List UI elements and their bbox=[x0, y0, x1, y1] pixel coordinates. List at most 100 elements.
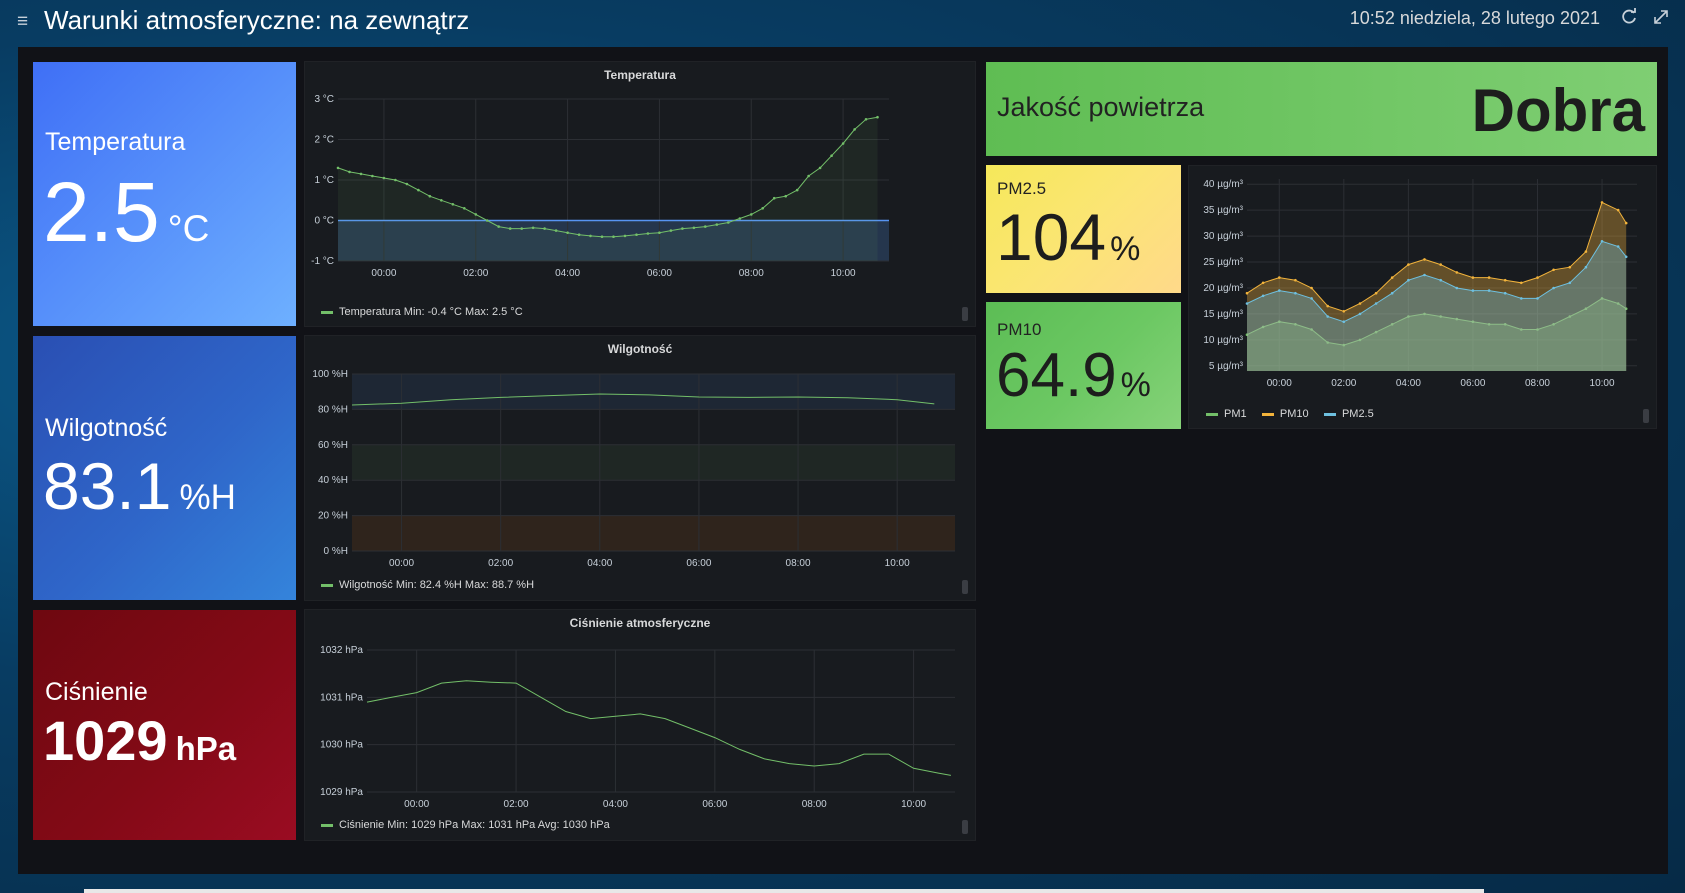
y-tick-label: 25 µg/m³ bbox=[1203, 257, 1243, 268]
data-point bbox=[428, 194, 432, 198]
data-point bbox=[405, 182, 409, 186]
data-point bbox=[704, 225, 707, 228]
y-tick-label: 1 °C bbox=[314, 175, 334, 186]
temperature-chart-panel[interactable]: Temperatura 3 °C 2 °C 1 °C 0 °C -1 °C 00:00 02… bbox=[304, 61, 976, 327]
pressure-chart-title: Ciśnienie atmosferyczne bbox=[569, 616, 711, 630]
legend-scrollbar[interactable] bbox=[962, 307, 968, 321]
data-point bbox=[1487, 323, 1491, 326]
pressure-chart-panel[interactable]: Ciśnienie atmosferyczne 1032 hPa 1031 hPa… bbox=[304, 609, 976, 841]
data-point bbox=[1624, 255, 1628, 259]
y-tick-label: 1030 hPa bbox=[320, 740, 363, 751]
data-point bbox=[1390, 276, 1394, 279]
x-tick-label: 06:00 bbox=[647, 268, 672, 279]
data-point bbox=[1600, 201, 1604, 204]
pressure-legend-text: Ciśnienie Min: 1029 hPa Max: 1031 hPa Av… bbox=[339, 819, 610, 831]
data-point bbox=[1294, 291, 1297, 295]
y-tick-label: 1032 hPa bbox=[320, 645, 363, 656]
legend-swatch bbox=[321, 823, 333, 827]
data-point bbox=[658, 231, 661, 234]
data-point bbox=[864, 118, 868, 121]
data-point bbox=[1552, 286, 1555, 290]
data-point bbox=[1616, 245, 1620, 248]
data-point bbox=[876, 115, 879, 119]
legend-scrollbar[interactable] bbox=[1643, 409, 1649, 423]
air-quality-value: Dobra bbox=[1471, 77, 1645, 144]
data-point bbox=[1374, 330, 1378, 334]
pm25-unit: % bbox=[1110, 230, 1141, 268]
data-point bbox=[1294, 278, 1297, 282]
temperature-stat-panel[interactable]: Temperatura 2.5 °C bbox=[33, 62, 296, 326]
x-tick-label: 02:00 bbox=[1331, 378, 1356, 389]
bottom-strip bbox=[84, 889, 1484, 893]
data-point bbox=[1374, 291, 1378, 295]
refresh-icon[interactable] bbox=[1620, 8, 1638, 31]
data-point bbox=[1568, 265, 1572, 269]
data-point bbox=[1552, 268, 1555, 272]
pm25-label: PM2.5 bbox=[997, 179, 1047, 198]
pressure-stat-panel[interactable]: Ciśnienie 1029 hPa bbox=[33, 610, 296, 840]
legend-scrollbar[interactable] bbox=[962, 820, 968, 834]
pm10-stat-panel[interactable]: PM10 64.9% bbox=[986, 302, 1181, 429]
x-tick-label: 04:00 bbox=[603, 799, 628, 810]
data-point bbox=[1278, 320, 1281, 323]
pm10-label: PM10 bbox=[997, 320, 1042, 339]
data-point bbox=[1624, 307, 1628, 310]
x-tick-label: 00:00 bbox=[389, 558, 414, 569]
data-point bbox=[1423, 258, 1426, 261]
data-point bbox=[830, 154, 833, 157]
humidity-chart-panel[interactable]: Wilgotność 100 %H 80 %H 60 %H 40 %H 20 %H 0 %… bbox=[304, 335, 976, 601]
series-area bbox=[338, 117, 878, 261]
x-tick-label: 00:00 bbox=[404, 799, 429, 810]
x-tick-label: 04:00 bbox=[587, 558, 612, 569]
data-point bbox=[1261, 281, 1265, 285]
y-tick-label: 10 µg/m³ bbox=[1203, 335, 1243, 346]
data-point bbox=[1358, 302, 1362, 305]
humidity-stat-panel[interactable]: Wilgotność 83.1 %H bbox=[33, 336, 296, 600]
temperature-chart: 3 °C 2 °C 1 °C 0 °C -1 °C 00:00 02:00 04:00 06:0… bbox=[311, 94, 889, 279]
data-point bbox=[485, 219, 489, 222]
x-tick-label: 08:00 bbox=[1525, 378, 1550, 389]
x-tick-label: 10:00 bbox=[831, 268, 856, 279]
threshold-band bbox=[352, 515, 955, 551]
data-point bbox=[1358, 338, 1362, 342]
temperature-stat-label: Temperatura bbox=[45, 128, 186, 156]
y-tick-label: 2 °C bbox=[314, 135, 334, 146]
pm-chart-legend[interactable]: PM1 PM10 PM2.5 bbox=[1206, 408, 1374, 420]
data-point bbox=[1584, 307, 1588, 310]
y-tick-label: 20 %H bbox=[318, 511, 348, 522]
data-point bbox=[1536, 276, 1539, 279]
humidity-chart-legend[interactable]: Wilgotność Min: 82.4 %H Max: 88.7 %H bbox=[321, 579, 534, 591]
x-tick-label: 10:00 bbox=[1590, 378, 1615, 389]
y-tick-label: 80 %H bbox=[318, 404, 348, 415]
data-point bbox=[543, 227, 546, 230]
data-point bbox=[1503, 278, 1507, 282]
pm-chart-panel[interactable]: 40 µg/m³ 35 µg/m³ 30 µg/m³ 25 µg/m³ 20 µg/m³… bbox=[1188, 165, 1657, 429]
y-tick-label: 20 µg/m³ bbox=[1203, 283, 1243, 294]
fullscreen-icon[interactable] bbox=[1652, 8, 1670, 31]
pressure-chart-legend[interactable]: Ciśnienie Min: 1029 hPa Max: 1031 hPa Av… bbox=[321, 819, 610, 831]
hamburger-menu-icon[interactable]: ≡ bbox=[17, 11, 29, 32]
pm-chart: 40 µg/m³ 35 µg/m³ 30 µg/m³ 25 µg/m³ 20 µg/m³… bbox=[1203, 179, 1637, 389]
legend-swatch bbox=[321, 583, 333, 587]
pm25-stat-panel[interactable]: PM2.5 104% bbox=[986, 165, 1181, 293]
data-point bbox=[520, 227, 523, 230]
legend-scrollbar[interactable] bbox=[962, 580, 968, 594]
air-quality-panel[interactable]: Jakość powietrza Dobra bbox=[986, 62, 1657, 156]
data-point bbox=[612, 235, 615, 238]
temperature-chart-legend[interactable]: Temperatura Min: -0.4 °C Max: 2.5 °C bbox=[321, 306, 523, 318]
x-tick-label: 04:00 bbox=[555, 268, 580, 279]
threshold-band bbox=[352, 374, 955, 410]
pm1-legend-text: PM1 bbox=[1224, 408, 1247, 420]
data-point bbox=[807, 174, 810, 178]
data-point bbox=[1310, 297, 1313, 300]
data-point bbox=[1568, 315, 1572, 318]
data-point bbox=[1568, 281, 1572, 285]
data-point bbox=[750, 213, 753, 216]
page-title: Warunki atmosferyczne: na zewnątrz bbox=[44, 5, 470, 35]
data-point bbox=[738, 217, 742, 220]
humidity-chart: 100 %H 80 %H 60 %H 40 %H 20 %H 0 %H 00:00 02:00… bbox=[312, 369, 955, 569]
series-line bbox=[351, 393, 935, 406]
data-point bbox=[589, 234, 592, 238]
y-tick-label: 0 %H bbox=[324, 546, 348, 557]
data-point bbox=[1439, 263, 1442, 266]
